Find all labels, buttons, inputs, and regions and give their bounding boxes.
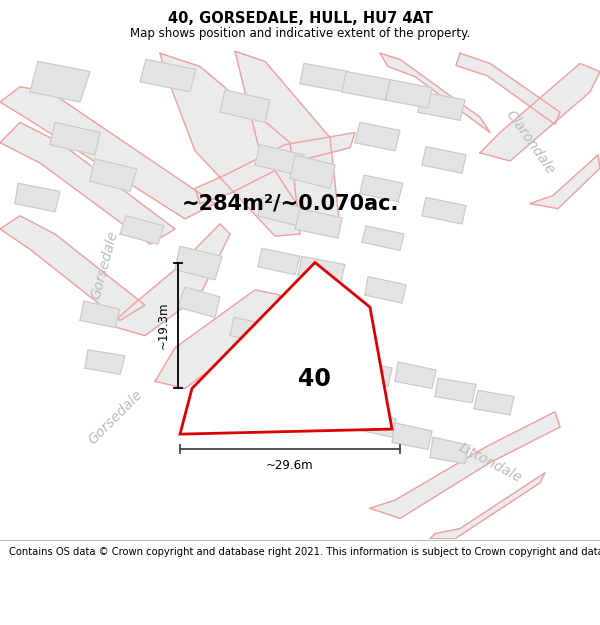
- Polygon shape: [0, 122, 175, 244]
- Polygon shape: [392, 423, 432, 449]
- Polygon shape: [235, 51, 340, 232]
- Polygon shape: [365, 277, 406, 303]
- Polygon shape: [418, 92, 465, 120]
- Text: ~284m²/~0.070ac.: ~284m²/~0.070ac.: [181, 194, 398, 214]
- Polygon shape: [430, 438, 469, 464]
- Polygon shape: [195, 132, 355, 204]
- Polygon shape: [110, 224, 230, 336]
- Text: ~29.6m: ~29.6m: [266, 459, 314, 472]
- Polygon shape: [430, 472, 545, 539]
- Polygon shape: [422, 147, 466, 173]
- Text: Gorsedale: Gorsedale: [85, 387, 145, 447]
- Polygon shape: [355, 122, 400, 151]
- Polygon shape: [15, 183, 60, 212]
- Polygon shape: [0, 216, 145, 321]
- Polygon shape: [422, 198, 466, 224]
- Text: 40: 40: [298, 368, 331, 391]
- Polygon shape: [255, 144, 304, 175]
- Polygon shape: [360, 175, 403, 201]
- Polygon shape: [0, 87, 215, 219]
- Polygon shape: [30, 61, 90, 102]
- Polygon shape: [140, 59, 196, 92]
- Polygon shape: [230, 318, 272, 344]
- Polygon shape: [175, 246, 222, 280]
- Polygon shape: [120, 216, 164, 244]
- Polygon shape: [155, 290, 280, 388]
- Text: ~19.3m: ~19.3m: [157, 302, 170, 349]
- Text: Littondale: Littondale: [456, 440, 524, 485]
- Polygon shape: [295, 209, 342, 238]
- Polygon shape: [180, 262, 392, 434]
- Polygon shape: [474, 391, 514, 415]
- Polygon shape: [300, 63, 349, 92]
- Polygon shape: [50, 122, 100, 155]
- Polygon shape: [386, 79, 432, 108]
- Polygon shape: [80, 301, 120, 328]
- Polygon shape: [350, 360, 392, 386]
- Polygon shape: [362, 226, 404, 250]
- Polygon shape: [355, 411, 396, 437]
- Polygon shape: [270, 331, 315, 359]
- Text: Clarondale: Clarondale: [503, 108, 557, 177]
- Polygon shape: [178, 287, 220, 318]
- Polygon shape: [290, 155, 335, 188]
- Text: 40, GORSEDALE, HULL, HU7 4AT: 40, GORSEDALE, HULL, HU7 4AT: [167, 11, 433, 26]
- Text: Gorsedale: Gorsedale: [89, 229, 121, 301]
- Text: Map shows position and indicative extent of the property.: Map shows position and indicative extent…: [130, 27, 470, 40]
- Text: Contains OS data © Crown copyright and database right 2021. This information is : Contains OS data © Crown copyright and d…: [9, 548, 600, 558]
- Polygon shape: [530, 155, 600, 209]
- Polygon shape: [480, 63, 600, 161]
- Polygon shape: [258, 198, 302, 226]
- Polygon shape: [380, 53, 490, 132]
- Polygon shape: [370, 412, 560, 518]
- Polygon shape: [160, 53, 300, 236]
- Polygon shape: [456, 53, 560, 124]
- Polygon shape: [220, 90, 270, 123]
- Polygon shape: [85, 350, 125, 374]
- Polygon shape: [435, 378, 476, 402]
- Polygon shape: [342, 71, 390, 100]
- Polygon shape: [310, 346, 352, 372]
- Polygon shape: [258, 248, 300, 275]
- Polygon shape: [90, 159, 137, 191]
- Polygon shape: [298, 256, 345, 285]
- Polygon shape: [395, 362, 436, 388]
